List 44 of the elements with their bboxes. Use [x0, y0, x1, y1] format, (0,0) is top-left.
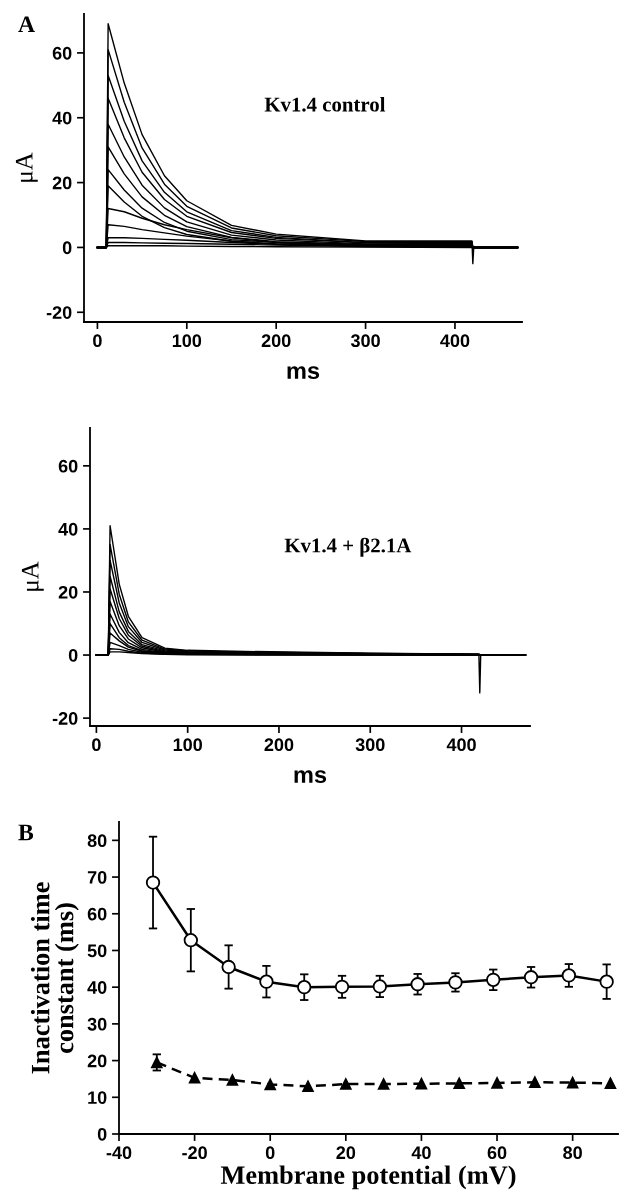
x-axis-title: ms [294, 770, 327, 784]
x-tick-label: 400 [440, 334, 470, 348]
y-tick-label: 70 [87, 870, 107, 884]
y-tick-label: 60 [58, 459, 78, 473]
y-tick-label: 50 [87, 944, 107, 958]
y-tick-label: -20 [52, 712, 78, 725]
x-tick-label: 60 [487, 1146, 507, 1160]
y-axis-title: μA [15, 152, 38, 182]
x-axis-title: Membrane potential (mV) [220, 1165, 516, 1190]
y-tick-label: 0 [62, 241, 72, 255]
x-axis-title: ms [287, 366, 320, 380]
x-tick-label: -20 [182, 1146, 207, 1160]
y-tick-label: 40 [58, 522, 78, 536]
x-tick-label: 400 [446, 738, 476, 752]
x-tick-label: 100 [173, 738, 202, 752]
annotation: Kv1.4 + β2.1A [284, 537, 412, 557]
y-tick-label: 20 [87, 1054, 107, 1068]
x-tick-label: -40 [106, 1146, 132, 1160]
y-tick-label: 20 [52, 176, 72, 190]
chart-title: A [18, 16, 35, 32]
y-axis-title: Inactivation time constant (ms) [30, 882, 79, 1074]
y-tick-label: 40 [87, 981, 107, 994]
x-tick-label: 20 [336, 1146, 356, 1160]
x-tick-label: 40 [411, 1146, 431, 1160]
y-tick-label: 10 [88, 1091, 107, 1105]
y-tick-label: 80 [87, 834, 107, 848]
y-tick-label: 0 [97, 1127, 107, 1141]
x-tick-label: 0 [265, 1146, 275, 1160]
x-tick-label: 100 [172, 334, 202, 348]
chart-title: B [18, 824, 34, 841]
x-tick-label: 300 [350, 334, 380, 348]
y-tick-label: 60 [87, 907, 107, 921]
y-tick-label: 0 [68, 648, 78, 662]
y-axis-title: μA [21, 561, 44, 591]
y-tick-label: 40 [52, 111, 72, 125]
y-tick-label: -20 [46, 306, 72, 319]
y-tick-label: 20 [58, 585, 78, 599]
annotation: Kv1.4 control [264, 96, 386, 112]
x-tick-label: 80 [563, 1146, 582, 1160]
y-tick-label: 30 [87, 1017, 107, 1031]
x-tick-label: 300 [355, 738, 385, 752]
x-tick-label: 200 [264, 738, 294, 752]
x-tick-label: 200 [261, 334, 291, 348]
y-tick-label: 60 [52, 46, 72, 60]
